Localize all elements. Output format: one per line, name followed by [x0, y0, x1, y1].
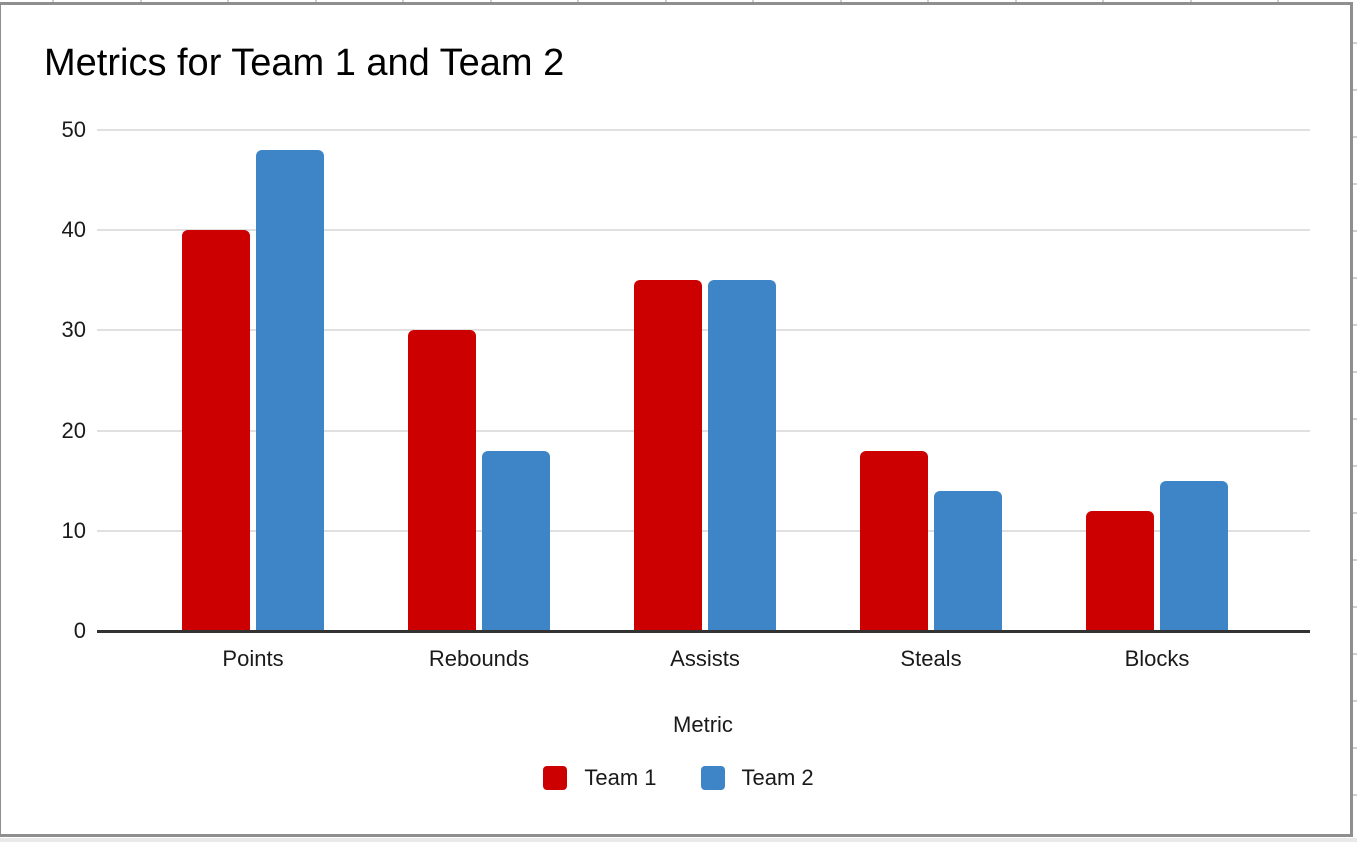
sheet-row-gridline [1351, 559, 1357, 561]
legend-label: Team 1 [584, 765, 657, 790]
sheet-row-gridline [1351, 324, 1357, 326]
sheet-column-gridline [315, 0, 317, 3]
y-gridline [97, 229, 1310, 231]
sheet-column-gridline [402, 0, 404, 3]
bar-team1-rebounds[interactable] [408, 330, 476, 631]
x-tick-label-blocks: Blocks [1124, 646, 1190, 671]
bar-team2-assists[interactable] [708, 280, 776, 631]
sheet-row-gridline [1351, 371, 1357, 373]
chart-legend: Team 1 Team 2 [0, 766, 1357, 790]
y-tick-label: 30 [61, 317, 86, 342]
bar-team2-points[interactable] [256, 150, 324, 631]
legend-item-team1[interactable]: Team 1 [543, 765, 657, 790]
bar-team1-steals[interactable] [860, 451, 928, 631]
sheet-row-gridline [1351, 606, 1357, 608]
y-tick-label: 10 [61, 518, 86, 543]
sheet-column-gridline [140, 0, 142, 3]
bar-team2-rebounds[interactable] [482, 451, 550, 631]
legend-swatch-icon [700, 766, 725, 790]
sheet-row-gridline [1351, 512, 1357, 514]
x-tick-label-points: Points [222, 646, 284, 671]
x-tick-label-assists: Assists [670, 646, 740, 671]
y-tick-label: 0 [73, 618, 86, 643]
sheet-row-gridline [1351, 418, 1357, 420]
sheet-column-gridline [1015, 0, 1017, 3]
sheet-column-gridline [1277, 0, 1279, 3]
y-gridline [97, 129, 1310, 131]
x-tick-label-rebounds: Rebounds [428, 646, 530, 671]
sheet-column-gridline [577, 0, 579, 3]
legend-swatch-icon [543, 766, 568, 790]
sheet-row-gridline [1351, 89, 1357, 91]
y-tick-label: 20 [61, 418, 86, 443]
sheet-column-gridline [490, 0, 492, 3]
x-axis-title: Metric [673, 712, 733, 737]
bar-team1-assists[interactable] [634, 280, 702, 631]
bar-team1-blocks[interactable] [1086, 511, 1154, 631]
bar-team2-steals[interactable] [934, 491, 1002, 631]
sheet-row-gridline [1351, 230, 1357, 232]
y-gridline [97, 329, 1310, 331]
sheet-row-gridline [1351, 653, 1357, 655]
spreadsheet-row-strip [0, 838, 1357, 842]
legend-item-team2[interactable]: Team 2 [700, 765, 814, 790]
sheet-column-gridline [840, 0, 842, 3]
sheet-row-gridline [1351, 183, 1357, 185]
chart-title: Metrics for Team 1 and Team 2 [44, 42, 565, 84]
sheet-row-gridline [1351, 42, 1357, 44]
sheet-row-gridline [1351, 794, 1357, 796]
sheet-row-gridline [1351, 747, 1357, 749]
y-gridline [97, 430, 1310, 432]
y-tick-label: 50 [61, 117, 86, 142]
bar-team1-points[interactable] [182, 230, 250, 631]
sheet-column-gridline [752, 0, 754, 3]
x-tick-label-steals: Steals [900, 646, 962, 671]
sheet-column-gridline [1102, 0, 1104, 3]
y-tick-label: 40 [61, 217, 86, 242]
sheet-row-gridline [1351, 277, 1357, 279]
sheet-column-gridline [52, 0, 54, 3]
sheet-column-gridline [665, 0, 667, 3]
x-axis-line [97, 630, 1310, 633]
sheet-row-gridline [1351, 700, 1357, 702]
bar-team2-blocks[interactable] [1160, 481, 1228, 631]
sheet-column-gridline [227, 0, 229, 3]
sheet-column-gridline [1190, 0, 1192, 3]
legend-label: Team 2 [741, 765, 814, 790]
sheet-row-gridline [1351, 136, 1357, 138]
y-gridline [97, 530, 1310, 532]
sheet-row-gridline [1351, 465, 1357, 467]
sheet-column-gridline [927, 0, 929, 3]
